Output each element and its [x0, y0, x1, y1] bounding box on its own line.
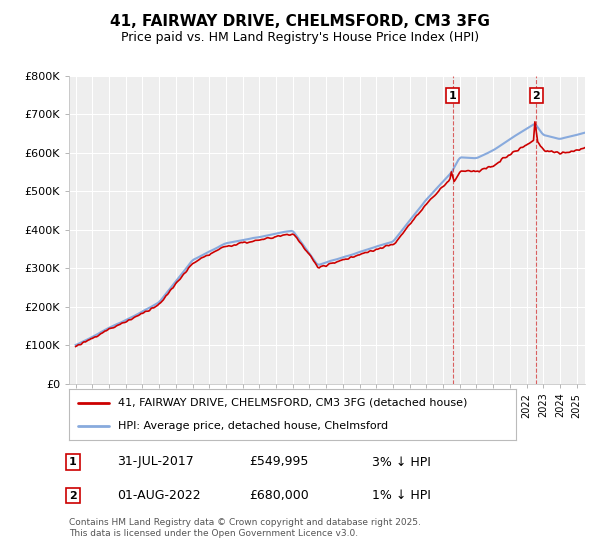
Text: 1% ↓ HPI: 1% ↓ HPI [372, 489, 431, 502]
Text: 1: 1 [69, 457, 77, 467]
Text: 01-AUG-2022: 01-AUG-2022 [117, 489, 200, 502]
Text: £680,000: £680,000 [249, 489, 309, 502]
Text: 3% ↓ HPI: 3% ↓ HPI [372, 455, 431, 469]
Text: £549,995: £549,995 [249, 455, 308, 469]
Text: 2: 2 [532, 91, 540, 101]
Text: Contains HM Land Registry data © Crown copyright and database right 2025.
This d: Contains HM Land Registry data © Crown c… [69, 518, 421, 538]
Text: 41, FAIRWAY DRIVE, CHELMSFORD, CM3 3FG (detached house): 41, FAIRWAY DRIVE, CHELMSFORD, CM3 3FG (… [118, 398, 467, 408]
Text: 31-JUL-2017: 31-JUL-2017 [117, 455, 194, 469]
Text: Price paid vs. HM Land Registry's House Price Index (HPI): Price paid vs. HM Land Registry's House … [121, 31, 479, 44]
Text: 1: 1 [449, 91, 457, 101]
Text: 41, FAIRWAY DRIVE, CHELMSFORD, CM3 3FG: 41, FAIRWAY DRIVE, CHELMSFORD, CM3 3FG [110, 14, 490, 29]
Text: 2: 2 [69, 491, 77, 501]
Text: HPI: Average price, detached house, Chelmsford: HPI: Average price, detached house, Chel… [118, 421, 388, 431]
